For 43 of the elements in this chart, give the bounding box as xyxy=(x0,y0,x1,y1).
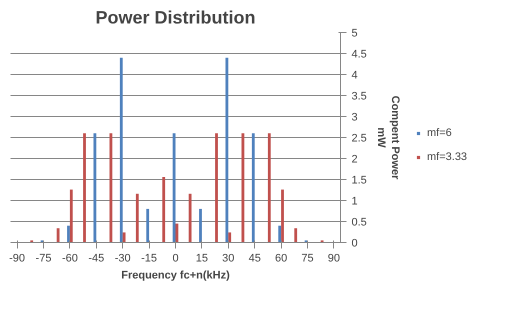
x-tick-label: -90 xyxy=(9,252,26,264)
y-tick-label: 2 xyxy=(352,154,358,166)
y-tick-label: 4.5 xyxy=(352,48,367,60)
y-tick-label: 1.5 xyxy=(352,174,367,186)
bar xyxy=(176,224,178,242)
x-tick-label: -15 xyxy=(141,252,158,264)
x-tick-label: -45 xyxy=(88,252,104,264)
x-axis-title: Frequency fc+n(kHz) xyxy=(121,270,230,282)
x-tick-label: 75 xyxy=(301,252,314,264)
bar xyxy=(242,133,244,242)
y-axis-title: Compent Power mW xyxy=(374,96,402,180)
x-tick-label: -60 xyxy=(62,252,78,264)
bar xyxy=(188,194,192,242)
bar xyxy=(215,133,218,242)
y-tick-label: 4 xyxy=(352,70,358,82)
bar xyxy=(225,58,228,242)
bar xyxy=(110,133,112,242)
bar xyxy=(56,228,60,242)
bar xyxy=(199,208,202,242)
bar xyxy=(281,190,284,242)
x-tick-label: 15 xyxy=(196,252,208,264)
y-tick-label: 3.5 xyxy=(352,90,367,102)
bar xyxy=(67,226,70,242)
y-tick-label: 0 xyxy=(352,238,358,250)
legend-label: mf=3.33 xyxy=(427,151,468,163)
y-tick-label: 3 xyxy=(352,112,358,124)
y-tick-label: 1 xyxy=(352,196,358,208)
bar xyxy=(83,133,86,242)
x-tick-label: 45 xyxy=(248,252,261,264)
x-tick-label: -30 xyxy=(114,252,131,264)
bar xyxy=(122,232,126,242)
x-tick-label: 30 xyxy=(222,252,234,264)
chart-title: Power Distribution xyxy=(96,8,256,28)
y-tick-label: 5 xyxy=(352,28,358,40)
x-tick-label: 90 xyxy=(328,252,340,264)
legend-label: mf=6 xyxy=(427,127,452,139)
x-tick-label: -75 xyxy=(36,252,52,264)
x-tick-label: 0 xyxy=(172,252,179,264)
bar xyxy=(172,133,176,242)
bar xyxy=(93,133,96,242)
y-tick-label: 2.5 xyxy=(352,132,367,144)
y-tick-label: 0.5 xyxy=(352,216,367,228)
x-tick-label: 60 xyxy=(274,252,288,264)
